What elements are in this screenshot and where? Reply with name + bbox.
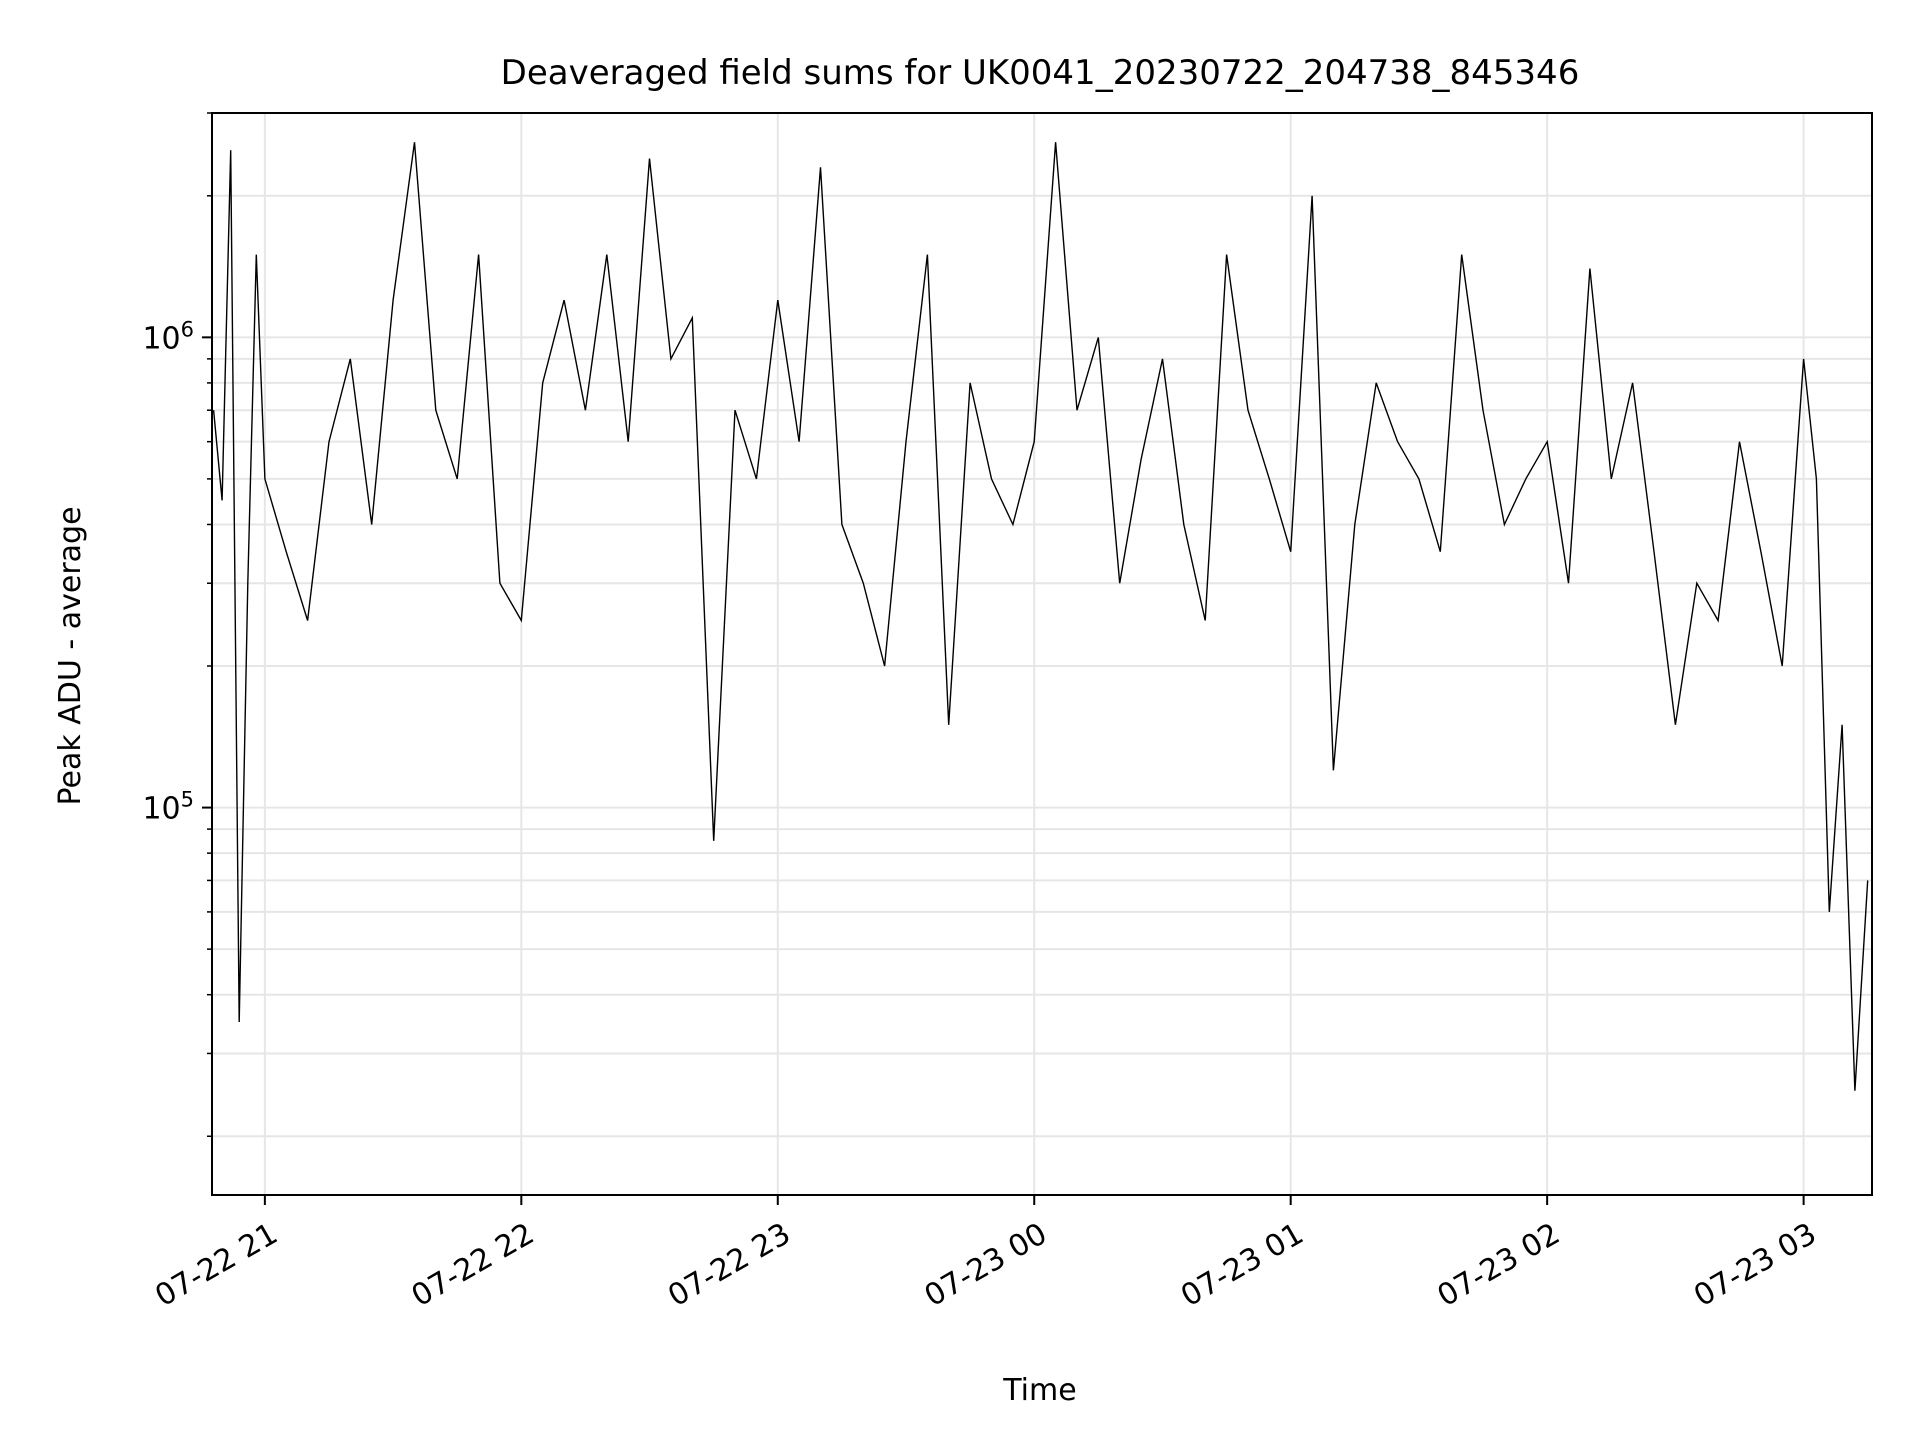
y-tick-label: 106 xyxy=(142,317,194,356)
plot-frame xyxy=(211,112,1873,1196)
y-axis-label: Peak ADU - average xyxy=(53,506,88,805)
data-series xyxy=(212,142,1869,1091)
x-axis-label: Time xyxy=(1002,1373,1076,1408)
y-tick-label: 105 xyxy=(142,788,194,827)
y-axis: 105 106 xyxy=(142,112,212,1138)
chart-title: Deaveraged field sums for UK0041_2023072… xyxy=(501,53,1580,93)
series-line xyxy=(212,142,1869,1091)
